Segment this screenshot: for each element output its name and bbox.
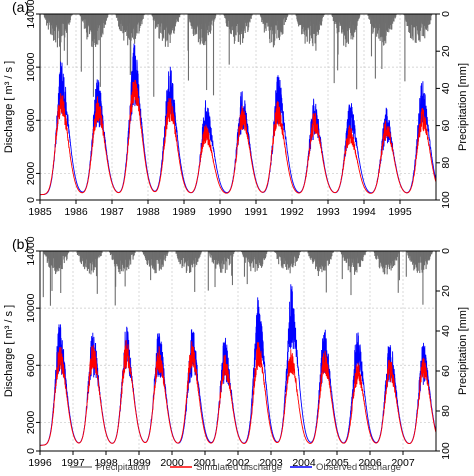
y-axis-label: Discharge [ m³ / s ] [3, 61, 15, 153]
x-tick-label: 1985 [28, 206, 52, 218]
x-axis: 1996 1997 1998 1999 2000 2001 2002 2003 2004 2005… [28, 451, 415, 469]
x-tick-label: 1996 [28, 457, 52, 469]
y2-tick-label: 40 [440, 325, 452, 337]
x-tick-label: 1994 [352, 206, 376, 218]
y-tick-label: 14000 [25, 0, 37, 29]
x-tick-label: 1988 [136, 206, 160, 218]
plot-frame [39, 13, 437, 201]
x-tick-label: 2002 [226, 457, 250, 469]
y-tick-label: 10000 [25, 293, 37, 322]
x-tick-label: 2000 [160, 457, 184, 469]
y2-tick-label: 80 [440, 405, 452, 417]
y2-tick-label: 60 [440, 120, 452, 132]
x-tick-label: 1990 [208, 206, 232, 218]
precipitation-series [43, 14, 433, 97]
y2-axis-label: Precipitation [mm] [457, 307, 469, 395]
panel-label: (a) [12, 0, 29, 15]
x-tick-label: 1999 [127, 457, 151, 469]
gridlines [39, 250, 436, 452]
simulated-discharge-line [40, 340, 437, 446]
y-tick-label: 6000 [25, 108, 37, 132]
x-tick-label: 2001 [193, 457, 217, 469]
x-tick-label: 1995 [388, 206, 412, 218]
y2-tick-label: 60 [440, 365, 452, 377]
x-tick-label: 1987 [100, 206, 124, 218]
x-tick-label: 1998 [94, 457, 118, 469]
x-tick-label: 1991 [244, 206, 268, 218]
y2-tick-label: 0 [440, 248, 452, 254]
y-axis-left: 0 2000 6000 10000 14000 [25, 0, 40, 203]
y2-tick-label: 80 [440, 157, 452, 169]
panel-label: (b) [12, 236, 29, 252]
y2-tick-label: 20 [440, 285, 452, 297]
legend-simulated-label: Simulated discharge [196, 462, 282, 473]
x-tick-label: 2004 [292, 457, 316, 469]
x-tick-label: 2003 [259, 457, 283, 469]
y-axis-left: 0 2000 6000 10000 14000 [25, 236, 40, 454]
y-tick-label: 14000 [25, 236, 37, 265]
x-axis: 1985 1986 1987 1988 1989 1990 1991 1992 1993 1994… [28, 200, 412, 218]
y2-tick-label: 0 [440, 11, 452, 17]
x-tick-label: 2005 [325, 457, 349, 469]
x-tick-label: 2007 [391, 457, 415, 469]
x-tick-label: 1989 [172, 206, 196, 218]
legend-precipitation-label: Precipitation [96, 462, 148, 473]
simulated-discharge-line [40, 79, 437, 196]
y2-axis-label: Precipitation [mm] [457, 63, 469, 151]
y-tick-label: 10000 [25, 52, 37, 81]
y-tick-label: 2000 [25, 162, 37, 186]
y-axis-right: 100 80 60 40 20 0 [436, 248, 452, 460]
y-axis-right: 100 80 60 40 20 0 [436, 11, 452, 209]
precipitation-series [42, 251, 433, 306]
x-tick-label: 1992 [280, 206, 304, 218]
y-axis-label: Discharge [ m³ / s ] [3, 305, 15, 397]
y2-tick-label: 40 [440, 82, 452, 94]
y2-tick-label: 100 [440, 191, 452, 209]
legend: Precipitation Simulated discharge Observ… [70, 462, 401, 473]
y2-tick-label: 20 [440, 45, 452, 57]
legend-observed-label: Observed discharge [316, 462, 401, 473]
y2-tick-label: 100 [440, 442, 452, 460]
x-tick-label: 2006 [358, 457, 382, 469]
x-tick-label: 1993 [316, 206, 340, 218]
x-tick-label: 1997 [61, 457, 85, 469]
y-tick-label: 0 [25, 448, 37, 454]
y-tick-label: 2000 [25, 411, 37, 435]
y-tick-label: 6000 [25, 353, 37, 377]
x-tick-label: 1986 [64, 206, 88, 218]
observed-discharge-line [40, 43, 437, 196]
y-tick-label: 0 [25, 197, 37, 203]
